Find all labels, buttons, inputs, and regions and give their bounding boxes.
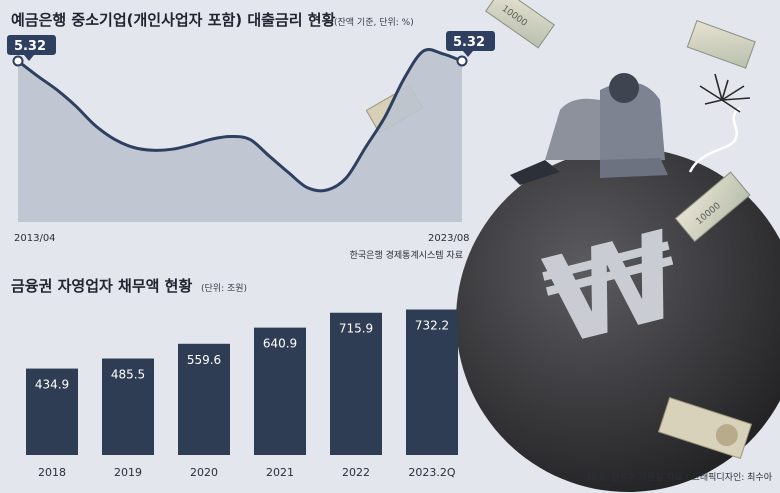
debt-bar-value: 732.2 xyxy=(415,318,449,332)
debt-bar-value: 434.9 xyxy=(35,378,69,392)
sitting-person-icon xyxy=(510,73,668,185)
debt-bar-2019 xyxy=(102,358,154,455)
banknote-icon: 10000 xyxy=(485,0,555,49)
debt-category-label: 2020 xyxy=(190,466,218,479)
debt-unit: (단위: 조원) xyxy=(201,283,247,294)
debt-bar-chart: 금융권 자영업자 채무액 현황 (단위: 조원) 434.9 2018 485.5 2… xyxy=(11,277,458,479)
loan-rate-line xyxy=(17,47,463,193)
debt-category-label: 2023.2Q xyxy=(408,466,455,479)
loan-rate-title: 예금은행 중소기업(개인사업자 포함) 대출금리 현황 xyxy=(11,11,336,29)
debt-bar-value: 485.5 xyxy=(111,368,145,382)
debt-bar-2018 xyxy=(26,368,78,455)
debt-bar-value: 559.6 xyxy=(187,353,221,367)
debt-ball-illustration: ₩ 10000 xyxy=(365,0,780,492)
debt-bar-2020 xyxy=(178,343,230,455)
x-end-label: 2023/08 xyxy=(428,233,470,244)
banknote-icon xyxy=(686,20,756,69)
end-point xyxy=(456,55,468,67)
won-symbol-icon: ₩ xyxy=(532,206,694,373)
debt-category-label: 2019 xyxy=(114,466,142,479)
debt-bar-2021 xyxy=(254,327,306,455)
source-label: 한국은행 경제통계시스템 자료 xyxy=(350,249,463,261)
won-symbol: ₩ xyxy=(532,206,694,373)
spark-icon xyxy=(699,73,751,113)
debt-bar-value: 715.9 xyxy=(339,322,373,336)
debt-bar-2022 xyxy=(330,312,382,455)
banknote-icon xyxy=(657,396,753,460)
start-point xyxy=(12,55,24,67)
debt-bar-value: 640.9 xyxy=(263,337,297,351)
end-value-label: 5.32 xyxy=(453,35,485,50)
loan-rate-chart: 예금은행 중소기업(개인사업자 포함) 대출금리 현황 (잔액 기준, 단위: … xyxy=(7,11,495,261)
credit-line: KCB, 김성주 의원실 자료 / 그래픽디자인: 최수아 xyxy=(587,471,772,483)
debt-category-label: 2018 xyxy=(38,466,66,479)
banknote-icon: 10000 xyxy=(674,171,751,243)
start-value-label: 5.32 xyxy=(14,39,46,54)
fuse-rope xyxy=(688,106,741,173)
x-start-label: 2013/04 xyxy=(14,233,56,244)
start-value-callout: 5.32 xyxy=(7,35,56,61)
debt-bar-2023.2Q xyxy=(406,309,458,455)
end-value-callout: 5.32 xyxy=(446,31,495,57)
debt-category-label: 2021 xyxy=(266,466,294,479)
loan-rate-area xyxy=(18,49,462,222)
loan-rate-unit: (잔액 기준, 단위: %) xyxy=(334,16,414,28)
debt-category-label: 2022 xyxy=(342,466,370,479)
debt-title: 금융권 자영업자 채무액 현황 xyxy=(11,277,192,295)
